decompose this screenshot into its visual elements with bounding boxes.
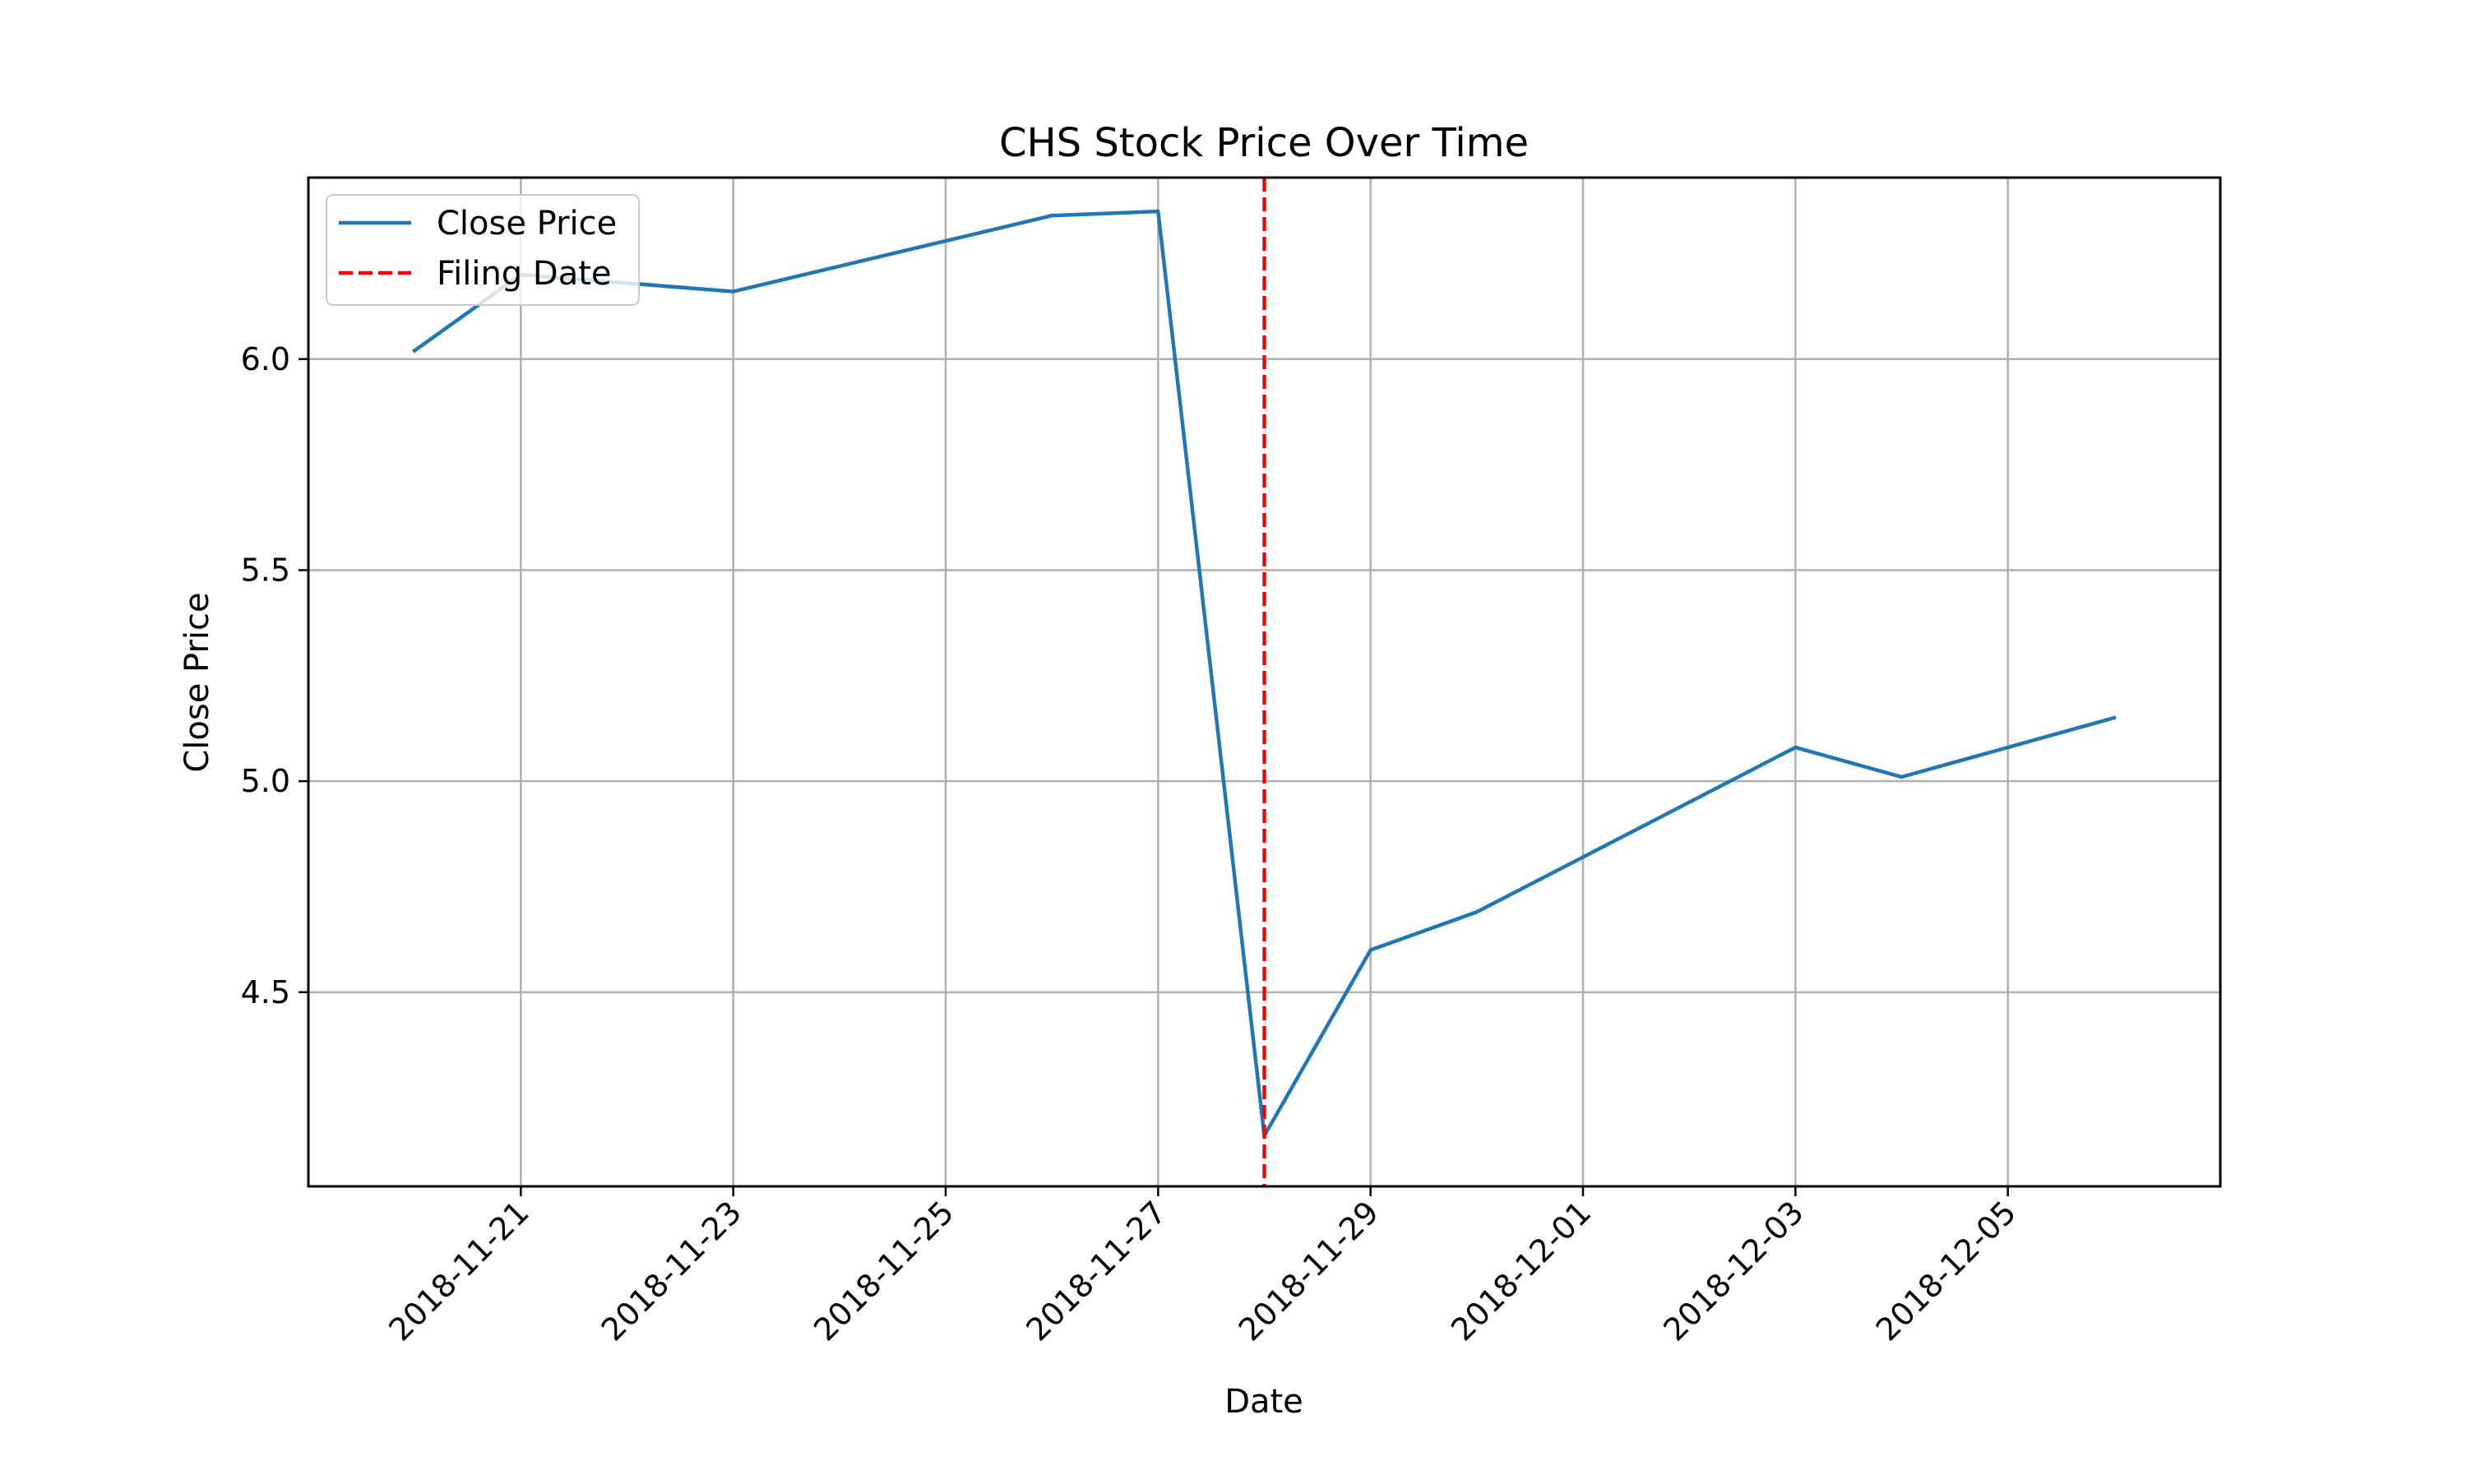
plot-frame [307,176,2222,1188]
y-tick-label: 5.5 [241,552,290,588]
data-point [1793,745,1798,750]
y-tick-label: 6.0 [241,341,290,377]
data-point [412,348,417,353]
x-axis-label: Date [1224,1383,1303,1421]
y-tick-label: 5.0 [241,763,290,799]
data-point [1474,909,1479,914]
data-point [1900,774,1905,779]
data-point [1155,209,1160,214]
legend-label-filing-date: Filing Date [437,255,612,293]
chart-title: CHS Stock Price Over Time [999,120,1529,166]
data-point [1049,213,1054,218]
legend: Close Price Filing Date [326,194,640,306]
plot-data [412,178,2117,1186]
y-axis-label: Close Price [178,592,216,772]
data-point [2112,715,2117,720]
y-tick-label: 4.5 [241,974,290,1010]
legend-label-close-price: Close Price [437,205,617,243]
data-point [1368,948,1373,953]
data-point [731,289,736,294]
